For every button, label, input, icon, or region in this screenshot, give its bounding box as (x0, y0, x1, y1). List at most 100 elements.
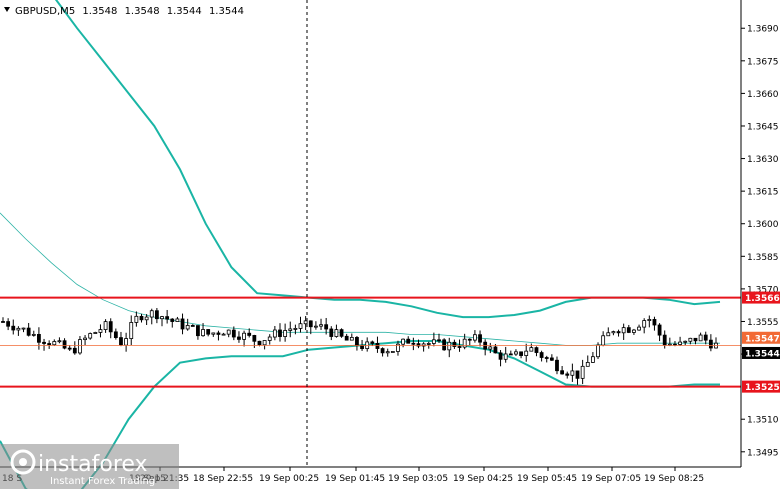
candle (129, 315, 134, 346)
candle (262, 340, 267, 350)
candle (62, 338, 67, 350)
y-tick-label: 1.3675 (747, 57, 779, 67)
candle (473, 330, 477, 343)
collapse-triangle-icon[interactable] (4, 7, 10, 12)
candle (149, 308, 154, 325)
candle (632, 328, 636, 335)
candle (570, 363, 575, 382)
y-tick-label: 1.3495 (747, 448, 779, 458)
svg-text:GBPUSD,M5 1.3548: GBPUSD,M5 1.3548 1.3548 1.3544 1.3544 (15, 6, 244, 17)
symbol-name: GBPUSD,M5 (15, 6, 75, 17)
candle (329, 326, 334, 341)
candle (596, 342, 600, 359)
ohlc-close: 1.3544 (209, 6, 244, 17)
candle (611, 330, 616, 336)
candle (272, 325, 277, 341)
candle (519, 351, 523, 359)
candle (621, 323, 626, 340)
candle (139, 313, 144, 323)
candle (201, 323, 205, 337)
candle (303, 316, 308, 331)
candle (544, 355, 549, 363)
candle (478, 330, 482, 347)
candle (21, 327, 26, 333)
candle (160, 315, 164, 327)
y-tick-label: 1.3555 (747, 318, 779, 328)
x-tick-label: 19 Sep 07:05 (581, 474, 641, 484)
candle (616, 329, 621, 337)
candles-layer (1, 307, 718, 385)
axis-layer: 1.3690 1.3675 1.3660 1.3645 1.3630 1.3615 1.36… (2, 25, 780, 484)
candle (688, 337, 693, 345)
candle (252, 334, 257, 348)
candle (211, 332, 216, 337)
candle (555, 356, 559, 375)
x-tick-label: 19 Sep 08:25 (644, 474, 704, 484)
candle (11, 319, 16, 335)
logo-backdrop (0, 444, 179, 489)
current-price-box: 1.3544 (742, 346, 780, 359)
candle (380, 347, 385, 357)
x-tick-label: 19 Sep 03:05 (388, 474, 448, 484)
candle (442, 338, 447, 351)
candle (575, 370, 580, 385)
candle (278, 323, 282, 342)
y-tick-label: 1.3600 (747, 220, 779, 230)
candle (396, 340, 400, 356)
candle (642, 318, 647, 334)
candle (503, 346, 508, 363)
candle (416, 339, 421, 349)
candle (103, 319, 108, 333)
candle (590, 352, 595, 363)
candle (190, 324, 195, 327)
candle (657, 323, 662, 342)
candle (324, 317, 329, 335)
y-tick-label: 1.3660 (747, 90, 779, 100)
candle (165, 309, 170, 324)
candle (267, 334, 272, 345)
candle (344, 333, 349, 341)
logo-mark-icon (10, 449, 36, 475)
candle (539, 350, 544, 362)
ohlc-low: 1.3544 (167, 6, 202, 17)
candle (488, 342, 493, 354)
candle (154, 307, 159, 324)
candle (452, 339, 457, 349)
candle (647, 315, 652, 328)
candle (231, 326, 236, 341)
logo-tagline: Instant Forex Trading (50, 476, 155, 487)
candle (298, 316, 303, 333)
x-tick-label: 19 Sep 01:45 (325, 474, 385, 484)
candle (626, 324, 631, 334)
candle (216, 330, 221, 341)
candle (26, 322, 31, 337)
level-price-box-lower: 1.3525 (742, 380, 780, 393)
candle (698, 332, 703, 342)
candle (93, 331, 98, 334)
candle (98, 324, 103, 338)
candle (57, 337, 62, 344)
candle (708, 334, 713, 352)
candle (524, 343, 529, 362)
svg-text:1.3566: 1.3566 (745, 294, 780, 304)
candle (406, 336, 411, 344)
candle (498, 350, 503, 367)
level-price-box-upper: 1.3566 (742, 291, 780, 304)
ohlc-high: 1.3548 (125, 6, 160, 17)
candle (185, 318, 190, 331)
y-tick-label: 1.3630 (747, 155, 779, 165)
candle (514, 349, 518, 356)
y-tick-label: 1.3570 (747, 285, 779, 295)
x-tick-label: 19 Sep 04:25 (453, 474, 513, 484)
moving-average-line (0, 212, 720, 346)
candle (6, 318, 11, 331)
candle (88, 332, 93, 340)
y-tick-label: 1.3690 (747, 25, 779, 35)
candle (1, 317, 5, 323)
candle (437, 333, 441, 343)
candle (375, 336, 380, 353)
candle (83, 335, 87, 346)
